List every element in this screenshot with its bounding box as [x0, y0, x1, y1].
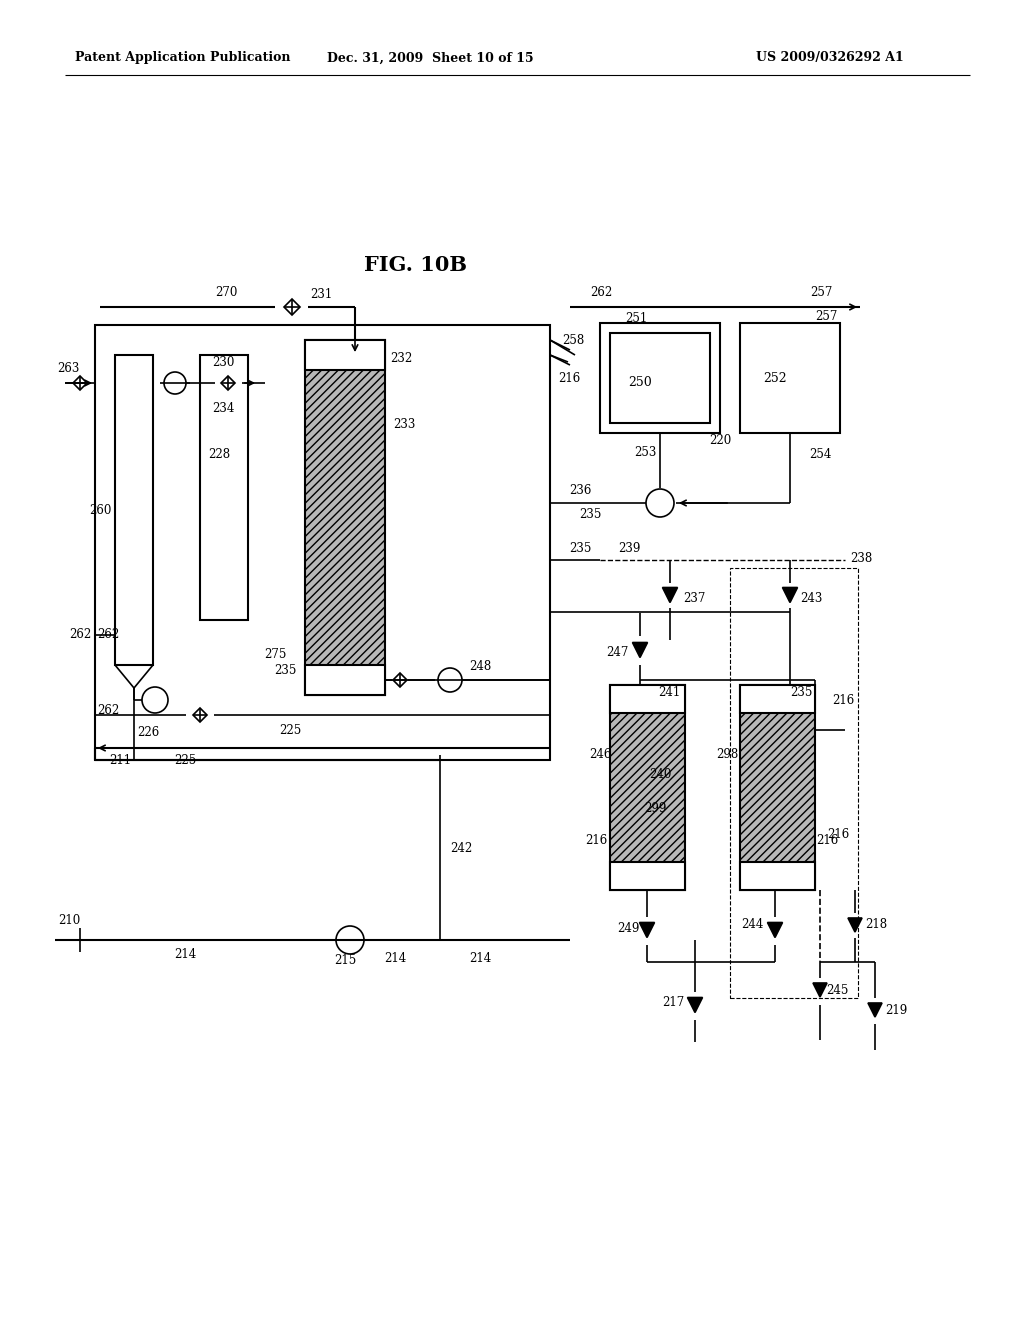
Text: 231: 231 [310, 289, 332, 301]
Polygon shape [813, 983, 827, 997]
Bar [305, 341, 385, 370]
Text: 216: 216 [831, 693, 854, 706]
Text: 235: 235 [568, 541, 591, 554]
Text: 275: 275 [264, 648, 286, 661]
Text: 263: 263 [56, 362, 79, 375]
Text: 299: 299 [644, 801, 667, 814]
Text: 239: 239 [618, 541, 640, 554]
Bar [610, 685, 685, 890]
Bar [305, 665, 385, 696]
Text: 262: 262 [590, 286, 612, 300]
Text: 214: 214 [384, 952, 407, 965]
Text: 298: 298 [716, 748, 738, 762]
Text: Dec. 31, 2009  Sheet 10 of 15: Dec. 31, 2009 Sheet 10 of 15 [327, 51, 534, 65]
Text: 216: 216 [816, 833, 838, 846]
Text: 238: 238 [850, 552, 872, 565]
Text: 251: 251 [625, 312, 647, 325]
Polygon shape [782, 587, 798, 602]
Text: 234: 234 [212, 401, 234, 414]
Text: 225: 225 [174, 754, 197, 767]
Text: 260: 260 [89, 503, 112, 516]
Text: 257: 257 [810, 286, 833, 300]
Text: 247: 247 [606, 645, 628, 659]
Text: 253: 253 [634, 446, 656, 459]
Text: 270: 270 [215, 286, 238, 300]
Text: 262: 262 [97, 628, 119, 642]
Bar [740, 862, 815, 890]
Bar [305, 341, 385, 696]
Text: 241: 241 [658, 686, 680, 700]
Text: 216: 216 [585, 833, 607, 846]
Text: 236: 236 [568, 483, 591, 496]
Text: 217: 217 [662, 997, 684, 1010]
Text: 243: 243 [800, 591, 822, 605]
Text: 237: 237 [683, 591, 706, 605]
Text: 235: 235 [273, 664, 296, 676]
Text: 248: 248 [469, 660, 492, 673]
Text: 233: 233 [393, 418, 416, 432]
Text: 244: 244 [740, 919, 763, 932]
Bar [740, 323, 840, 433]
Text: 262: 262 [97, 704, 119, 717]
Text: 250: 250 [628, 376, 652, 389]
Text: 245: 245 [825, 983, 848, 997]
Text: 220: 220 [709, 433, 731, 446]
Bar [740, 685, 815, 713]
Polygon shape [848, 917, 862, 932]
Text: 257: 257 [815, 309, 838, 322]
Text: 215: 215 [334, 953, 356, 966]
Text: 230: 230 [212, 355, 234, 368]
Polygon shape [868, 1003, 882, 1016]
Text: 262: 262 [69, 628, 91, 642]
Text: 240: 240 [649, 768, 671, 781]
Text: 235: 235 [579, 508, 601, 521]
Text: 252: 252 [763, 371, 786, 384]
Text: 258: 258 [562, 334, 585, 346]
Polygon shape [687, 998, 702, 1012]
Text: 219: 219 [885, 1003, 907, 1016]
Bar [610, 862, 685, 890]
Polygon shape [640, 923, 654, 937]
Bar [600, 323, 720, 433]
Polygon shape [663, 587, 678, 602]
Text: 214: 214 [174, 949, 197, 961]
Bar [95, 325, 550, 760]
Bar [730, 568, 858, 998]
Bar [200, 355, 248, 620]
Text: 214: 214 [469, 952, 492, 965]
Text: 235: 235 [790, 686, 812, 700]
Text: 246: 246 [589, 748, 611, 762]
Polygon shape [633, 643, 647, 657]
Text: 211: 211 [109, 754, 131, 767]
Text: 218: 218 [865, 919, 887, 932]
Bar [740, 685, 815, 890]
Text: 225: 225 [279, 723, 301, 737]
Text: 254: 254 [809, 449, 831, 462]
Text: 216: 216 [826, 829, 849, 842]
Text: 226: 226 [137, 726, 159, 739]
Text: FIG. 10B: FIG. 10B [364, 255, 467, 275]
Text: Patent Application Publication: Patent Application Publication [75, 51, 291, 65]
Text: 216: 216 [558, 371, 581, 384]
Text: 249: 249 [616, 921, 639, 935]
Polygon shape [768, 923, 782, 937]
Bar [115, 355, 153, 665]
Bar [610, 333, 710, 422]
Bar [610, 685, 685, 713]
Text: 242: 242 [450, 842, 472, 854]
Text: US 2009/0326292 A1: US 2009/0326292 A1 [756, 51, 904, 65]
Text: 228: 228 [208, 449, 230, 462]
Text: 232: 232 [390, 351, 413, 364]
Text: 210: 210 [58, 913, 80, 927]
